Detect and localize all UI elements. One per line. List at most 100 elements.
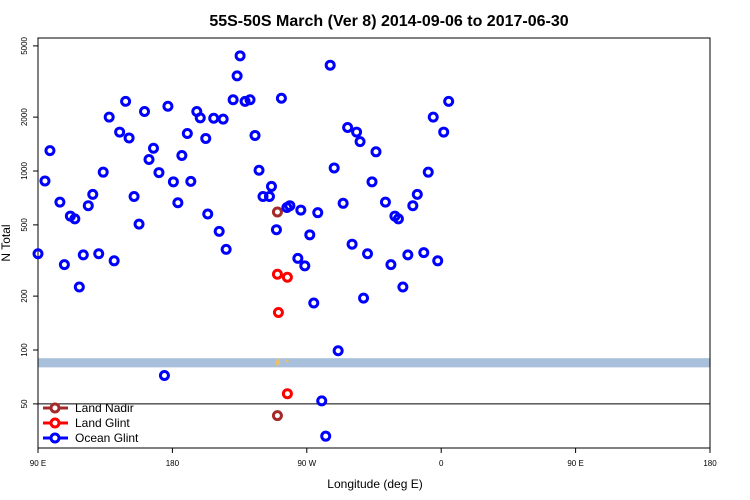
ocean-glint-point (143, 153, 155, 165)
x-tick-label: 90 E (30, 459, 46, 468)
land-glint-point (281, 388, 293, 400)
ocean-glint-point (366, 176, 378, 188)
ocean-glint-point (332, 345, 344, 357)
ocean-glint-point (328, 162, 340, 174)
ocean-glint-point (128, 191, 140, 203)
ocean-glint-point (316, 395, 328, 407)
ocean-glint-point (263, 191, 275, 203)
x-tick-label: 90 W (297, 459, 316, 468)
ocean-glint-point (392, 213, 404, 225)
x-tick-label: 0 (439, 459, 444, 468)
land-band-speck (275, 363, 279, 366)
land-glint-point (272, 306, 284, 318)
ocean-glint-point (202, 208, 214, 220)
ocean-glint-point (58, 259, 70, 271)
ocean-glint-point (87, 188, 99, 200)
ocean-glint-point (200, 132, 212, 144)
ocean-glint-point (385, 259, 397, 271)
land-band-layer (38, 358, 710, 368)
plot-frame (37, 37, 711, 449)
ocean-glint-point (402, 249, 414, 261)
land-band (38, 358, 710, 368)
ocean-glint-point (324, 59, 336, 71)
ocean-glint-point (299, 260, 311, 272)
ocean-glint-point (418, 247, 430, 259)
ocean-glint-point (114, 126, 126, 138)
ocean-glint-point (244, 94, 256, 106)
ocean-glint-point (77, 249, 89, 261)
y-tick-label: 500 (20, 218, 29, 232)
ocean-glint-point (185, 175, 197, 187)
ocean-glint-point (220, 243, 232, 255)
land-nadir-point (271, 410, 283, 422)
ocean-glint-point (227, 94, 239, 106)
ocean-glint-point (304, 229, 316, 241)
land-band-speck (275, 360, 278, 363)
ocean-glint-point (342, 121, 354, 133)
ocean-glint-point (411, 188, 423, 200)
ocean-glint-point (73, 281, 85, 293)
ocean-glint-point (208, 112, 220, 124)
ocean-glint-point (438, 126, 450, 138)
ocean-glint-point (153, 167, 165, 179)
ocean-glint-point (162, 100, 174, 112)
ocean-glint-point (275, 92, 287, 104)
legend-marker-ocean-glint (49, 432, 61, 444)
ocean-glint-point (103, 111, 115, 123)
ocean-glint-point (120, 95, 132, 107)
ocean-glint-point (432, 255, 444, 267)
ocean-glint-point (44, 145, 56, 157)
ocean-glint-point (265, 180, 277, 192)
ocean-glint-point (147, 142, 159, 154)
ocean-glint-point (93, 248, 105, 260)
x-tick-label: 180 (703, 459, 717, 468)
ocean-glint-point (257, 191, 269, 203)
y-axis-ticks: 50 100 200 500 1000 2000 5000 (20, 36, 38, 408)
ocean-glint-point (292, 252, 304, 264)
y-axis-label: N Total (0, 224, 13, 261)
ocean-glint-point (234, 50, 246, 62)
ocean-glint-point (239, 95, 251, 107)
ocean-glint-point (270, 224, 282, 236)
ocean-glint-point (253, 164, 265, 176)
legend-label-ocean-glint: Ocean Glint (75, 431, 139, 445)
land-glint-point (271, 268, 283, 280)
land-glint-point (281, 271, 293, 283)
legend-label-land-glint: Land Glint (75, 416, 130, 430)
land-band-speck (277, 358, 280, 362)
ocean-glint-point (422, 166, 434, 178)
x-axis-ticks: 90 E 180 90 W 0 90 E 180 (30, 448, 717, 468)
ocean-glint-point (32, 248, 44, 260)
y-tick-label: 100 (20, 343, 29, 357)
ocean-glint-point (231, 70, 243, 82)
ocean-glint-point (133, 218, 145, 230)
land-band-speck (286, 359, 289, 363)
ocean-glint-point (346, 238, 358, 250)
legend-label-land-nadir: Land Nadir (75, 401, 134, 415)
legend-marker-land-nadir (49, 402, 61, 414)
legend-marker-land-glint (49, 417, 61, 429)
ocean-glint-point (397, 281, 409, 293)
ocean-glint-point (139, 105, 151, 117)
ocean-glint-point (427, 111, 439, 123)
ocean-glint-point (167, 176, 179, 188)
y-tick-label: 1000 (20, 162, 29, 180)
ocean-glint-point (172, 197, 184, 209)
ocean-glint-point (108, 255, 120, 267)
ocean-glint-point (176, 150, 188, 162)
ocean-glint-point (443, 95, 455, 107)
ocean-glint-point (337, 197, 349, 209)
x-tick-label: 90 E (567, 459, 583, 468)
ocean-glint-point (351, 126, 363, 138)
x-axis-label: Longitude (deg E) (327, 477, 422, 491)
ocean-glint-point (249, 129, 261, 141)
ocean-glint-point (213, 225, 225, 237)
ocean-glint-point (97, 166, 109, 178)
ocean-glint-point (194, 112, 206, 124)
ocean-glint-point (308, 297, 320, 309)
ocean-glint-point (295, 204, 307, 216)
ocean-glint-point (358, 292, 370, 304)
ocean-glint-point (69, 213, 81, 225)
